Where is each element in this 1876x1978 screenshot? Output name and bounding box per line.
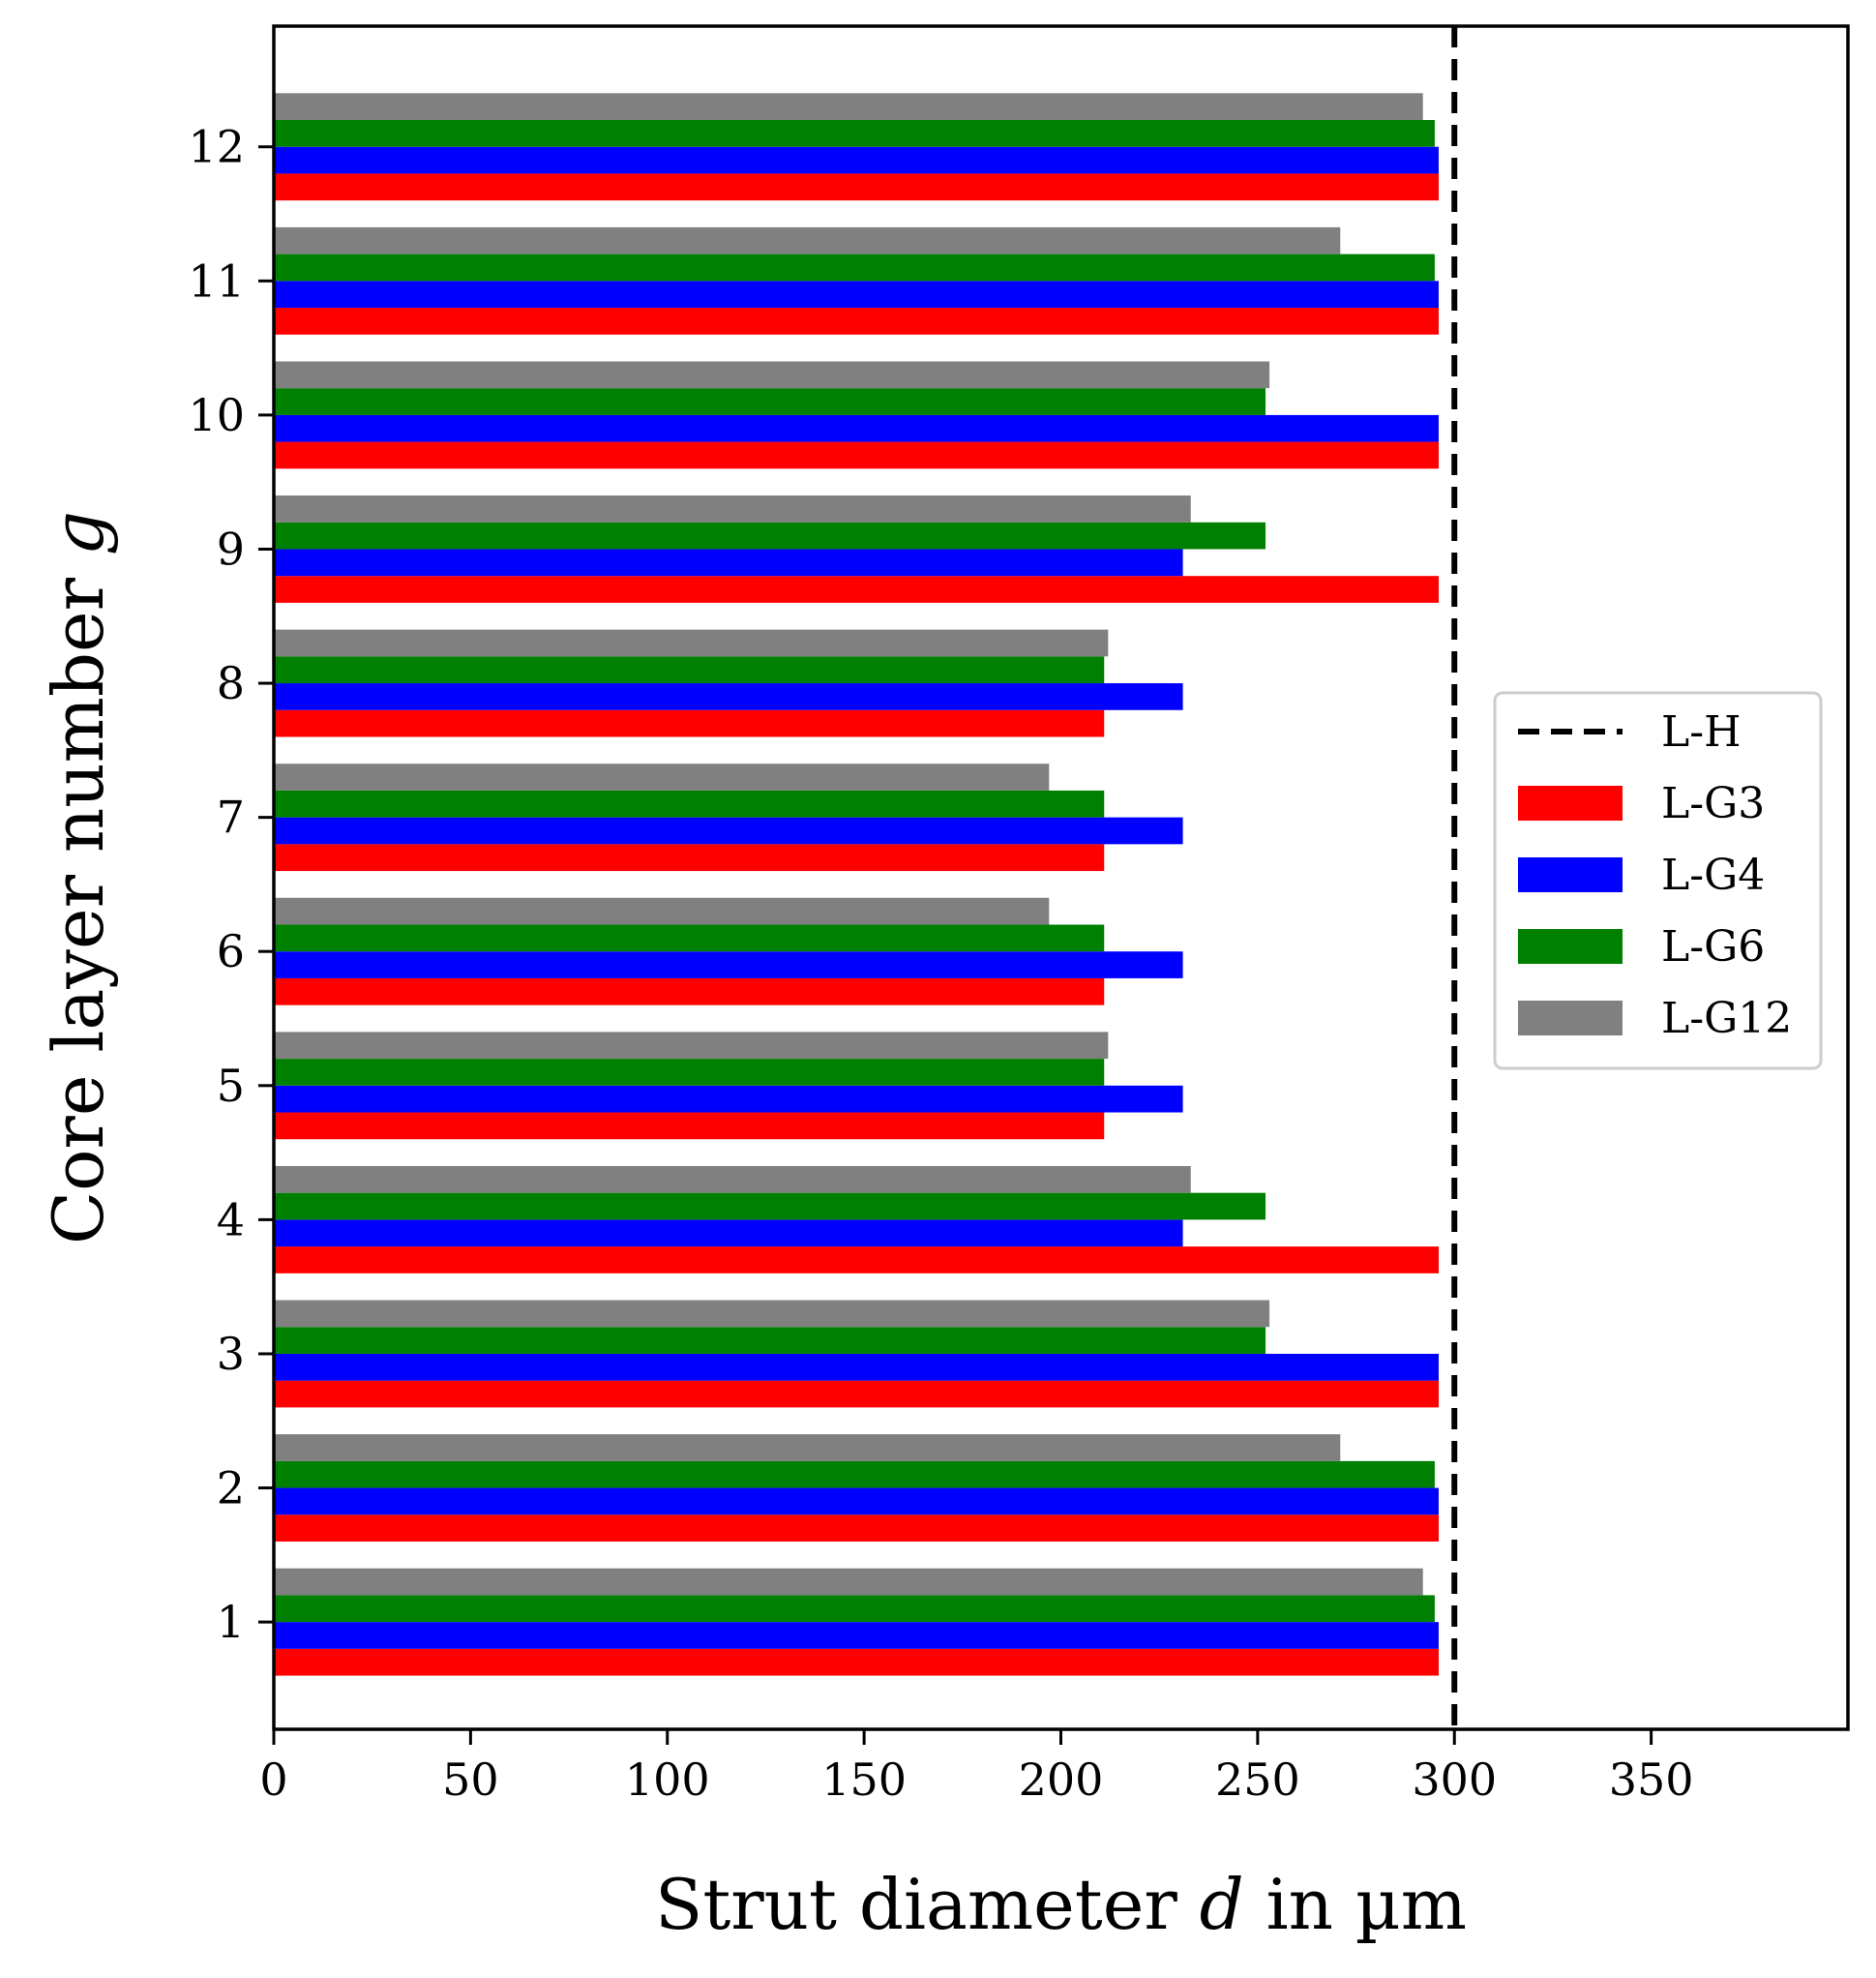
x-tick-label-50: 50	[442, 1753, 499, 1806]
legend: L-H L-G3 L-G4 L-G6 L-G12	[1493, 691, 1823, 1070]
legend-label-l-h: L-H	[1661, 707, 1741, 757]
x-axis-title-post: in µm	[1244, 1864, 1467, 1945]
legend-label-l-g4: L-G4	[1661, 851, 1765, 900]
x-axis-ticks: 0 50 100 150 200 250 300 350	[259, 1729, 1694, 1806]
bar-l-g12-layer-5	[274, 1032, 1109, 1060]
bar-l-g4-layer-1	[274, 1622, 1439, 1649]
bar-l-g4-layer-8	[274, 683, 1183, 710]
bar-l-g3-layer-10	[274, 441, 1439, 469]
bar-l-g12-layer-3	[274, 1300, 1270, 1328]
bar-l-g4-layer-7	[274, 817, 1183, 845]
bar-l-g6-layer-12	[274, 120, 1435, 147]
bar-l-g12-layer-8	[274, 629, 1109, 657]
legend-swatch-l-g3	[1518, 786, 1623, 821]
bar-l-g12-layer-10	[274, 361, 1270, 389]
y-tick-label-8: 8	[217, 657, 245, 709]
bar-l-g3-layer-12	[274, 173, 1439, 201]
bar-l-g12-layer-7	[274, 764, 1050, 791]
bar-l-g3-layer-5	[274, 1112, 1105, 1140]
bar-l-g3-layer-9	[274, 576, 1439, 603]
bar-l-g4-layer-5	[274, 1085, 1183, 1113]
bar-l-g6-layer-3	[274, 1327, 1266, 1354]
bar-l-g12-layer-6	[274, 897, 1050, 925]
bar-l-g3-layer-11	[274, 308, 1439, 335]
y-tick-label-6: 6	[217, 925, 245, 977]
bar-l-g4-layer-4	[274, 1219, 1183, 1247]
y-tick-label-1: 1	[217, 1596, 245, 1648]
bar-l-g6-layer-2	[274, 1460, 1435, 1488]
bar-l-g4-layer-6	[274, 951, 1183, 978]
bar-l-g3-layer-4	[274, 1246, 1439, 1274]
y-tick-label-9: 9	[217, 523, 245, 575]
bar-l-g3-layer-7	[274, 844, 1105, 872]
bar-l-g12-layer-4	[274, 1165, 1191, 1193]
bar-l-g12-layer-2	[274, 1434, 1341, 1461]
x-axis-title-pre: Strut diameter	[655, 1864, 1200, 1945]
bar-l-g6-layer-5	[274, 1059, 1105, 1086]
y-tick-label-3: 3	[217, 1328, 245, 1380]
bar-l-g4-layer-10	[274, 414, 1439, 442]
y-tick-label-10: 10	[188, 389, 245, 441]
bar-l-g6-layer-9	[274, 522, 1266, 550]
bar-l-g4-layer-2	[274, 1487, 1439, 1515]
bar-l-g3-layer-8	[274, 709, 1105, 737]
y-tick-label-2: 2	[217, 1462, 245, 1514]
bar-l-g12-layer-1	[274, 1568, 1423, 1596]
bar-l-g4-layer-12	[274, 146, 1439, 174]
x-tick-label-200: 200	[1019, 1753, 1104, 1806]
bar-l-g6-layer-6	[274, 924, 1105, 952]
bar-l-g4-layer-11	[274, 281, 1439, 309]
x-tick-label-0: 0	[259, 1753, 287, 1806]
legend-label-l-g6: L-G6	[1661, 922, 1765, 972]
bar-l-g4-layer-3	[274, 1353, 1439, 1381]
legend-swatch-l-g6	[1518, 929, 1623, 964]
x-tick-label-150: 150	[821, 1753, 907, 1806]
bar-l-g3-layer-6	[274, 977, 1105, 1005]
bar-l-g6-layer-10	[274, 388, 1266, 415]
y-tick-label-12: 12	[188, 121, 245, 173]
bar-l-g12-layer-12	[274, 93, 1423, 121]
legend-swatch-l-g12	[1518, 1001, 1623, 1035]
legend-swatch-l-g4	[1518, 857, 1623, 892]
x-tick-label-300: 300	[1412, 1753, 1497, 1806]
bar-l-g6-layer-4	[274, 1192, 1266, 1220]
y-tick-label-11: 11	[188, 255, 245, 307]
bar-l-g3-layer-3	[274, 1380, 1439, 1408]
legend-items: L-H L-G3 L-G4 L-G6 L-G12	[1518, 707, 1792, 1043]
bar-l-g3-layer-1	[274, 1648, 1439, 1676]
x-tick-label-100: 100	[625, 1753, 710, 1806]
legend-label-l-g12: L-G12	[1661, 994, 1792, 1043]
legend-label-l-g3: L-G3	[1661, 779, 1765, 828]
x-tick-label-350: 350	[1609, 1753, 1694, 1806]
bar-l-g3-layer-2	[274, 1514, 1439, 1542]
y-axis-title-pre: Core layer number	[38, 555, 119, 1244]
y-axis-title-var: g	[38, 511, 119, 555]
bar-l-g12-layer-9	[274, 495, 1191, 523]
bar-l-g4-layer-9	[274, 549, 1183, 577]
x-axis-title-var: d	[1200, 1864, 1244, 1945]
bar-l-g6-layer-7	[274, 790, 1105, 818]
bars-layer	[274, 93, 1439, 1676]
y-tick-label-7: 7	[217, 792, 245, 844]
bar-l-g6-layer-11	[274, 254, 1435, 282]
y-tick-label-4: 4	[217, 1193, 245, 1245]
bar-l-g12-layer-11	[274, 226, 1341, 255]
y-axis-title: Core layer number g	[38, 511, 119, 1244]
bar-l-g6-layer-1	[274, 1595, 1435, 1623]
x-axis-title: Strut diameter d in µm	[655, 1864, 1467, 1945]
bar-l-g6-layer-8	[274, 656, 1105, 684]
x-tick-label-250: 250	[1215, 1753, 1300, 1806]
y-tick-label-5: 5	[217, 1060, 245, 1112]
